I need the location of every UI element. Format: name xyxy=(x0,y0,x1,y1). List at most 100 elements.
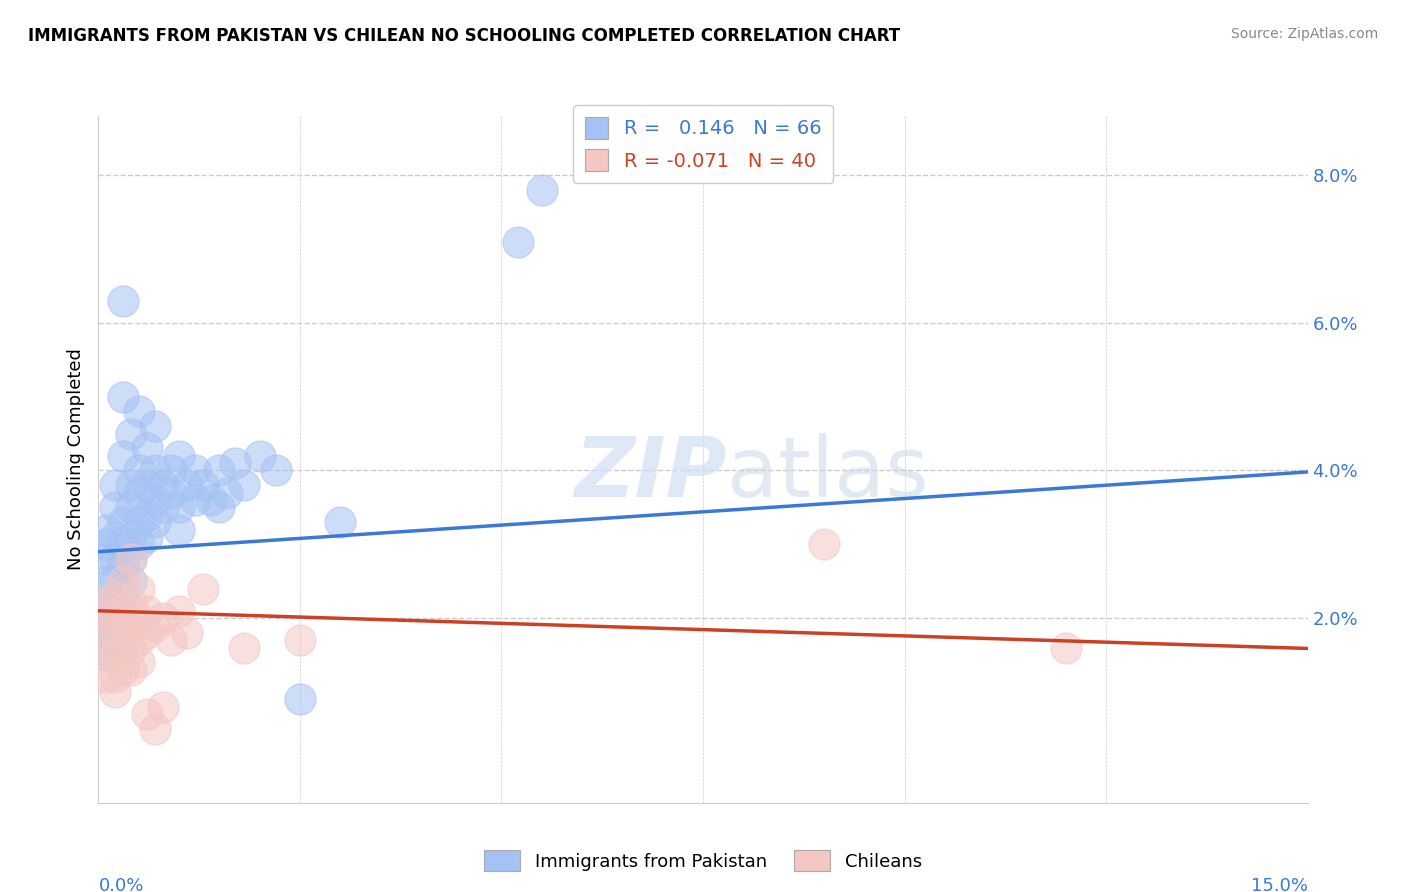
Point xyxy=(128,611,150,625)
Point xyxy=(96,523,118,537)
Point xyxy=(135,626,157,640)
Point xyxy=(103,530,125,544)
Point xyxy=(111,589,134,603)
Point xyxy=(120,640,142,655)
Point xyxy=(167,604,190,618)
Legend: Immigrants from Pakistan, Chileans: Immigrants from Pakistan, Chileans xyxy=(477,843,929,879)
Point xyxy=(96,648,118,662)
Point xyxy=(111,390,134,404)
Point xyxy=(193,582,215,596)
Point xyxy=(120,574,142,589)
Point xyxy=(135,707,157,722)
Text: 15.0%: 15.0% xyxy=(1250,877,1308,892)
Point xyxy=(152,500,174,515)
Point xyxy=(103,648,125,662)
Point xyxy=(167,500,190,515)
Point xyxy=(813,537,835,551)
Text: IMMIGRANTS FROM PAKISTAN VS CHILEAN NO SCHOOLING COMPLETED CORRELATION CHART: IMMIGRANTS FROM PAKISTAN VS CHILEAN NO S… xyxy=(28,27,900,45)
Point xyxy=(160,463,183,477)
Point xyxy=(135,442,157,456)
Point xyxy=(103,552,125,566)
Point xyxy=(224,456,246,470)
Point xyxy=(530,183,553,197)
Point xyxy=(1054,640,1077,655)
Point xyxy=(208,463,231,477)
Legend: R =   0.146   N = 66, R = -0.071   N = 40: R = 0.146 N = 66, R = -0.071 N = 40 xyxy=(574,105,832,183)
Point xyxy=(111,515,134,529)
Point xyxy=(96,596,118,610)
Point xyxy=(143,722,166,736)
Point xyxy=(103,611,125,625)
Point xyxy=(135,530,157,544)
Point xyxy=(120,500,142,515)
Point xyxy=(111,559,134,574)
Point xyxy=(128,485,150,500)
Point xyxy=(111,293,134,308)
Y-axis label: No Schooling Completed: No Schooling Completed xyxy=(66,349,84,570)
Point xyxy=(167,523,190,537)
Point xyxy=(232,478,254,492)
Point xyxy=(96,626,118,640)
Point xyxy=(232,640,254,655)
Point xyxy=(152,611,174,625)
Point xyxy=(184,463,207,477)
Point xyxy=(143,515,166,529)
Point xyxy=(135,508,157,522)
Point xyxy=(96,626,118,640)
Point xyxy=(103,478,125,492)
Point xyxy=(96,596,118,610)
Point xyxy=(111,663,134,677)
Point xyxy=(120,426,142,441)
Point xyxy=(120,552,142,566)
Point xyxy=(128,537,150,551)
Point xyxy=(176,626,198,640)
Point xyxy=(152,699,174,714)
Point xyxy=(120,478,142,492)
Point xyxy=(176,478,198,492)
Point xyxy=(128,633,150,648)
Point xyxy=(160,485,183,500)
Point xyxy=(111,640,134,655)
Point xyxy=(96,611,118,625)
Point xyxy=(200,493,222,508)
Point xyxy=(103,574,125,589)
Point xyxy=(103,618,125,632)
Point xyxy=(111,626,134,640)
Point xyxy=(111,604,134,618)
Point xyxy=(96,670,118,684)
Point xyxy=(143,618,166,632)
Point xyxy=(111,537,134,551)
Point xyxy=(120,552,142,566)
Point xyxy=(167,449,190,463)
Point xyxy=(111,449,134,463)
Point xyxy=(135,478,157,492)
Point xyxy=(96,552,118,566)
Point xyxy=(103,589,125,603)
Point xyxy=(103,633,125,648)
Point xyxy=(103,500,125,515)
Point xyxy=(96,537,118,551)
Text: atlas: atlas xyxy=(727,433,929,514)
Point xyxy=(184,493,207,508)
Point xyxy=(152,478,174,492)
Point xyxy=(506,235,529,249)
Point xyxy=(128,463,150,477)
Point xyxy=(111,611,134,625)
Point xyxy=(264,463,287,477)
Point xyxy=(103,670,125,684)
Point xyxy=(120,596,142,610)
Point xyxy=(208,500,231,515)
Text: Source: ZipAtlas.com: Source: ZipAtlas.com xyxy=(1230,27,1378,41)
Point xyxy=(135,604,157,618)
Point xyxy=(111,574,134,589)
Point xyxy=(120,530,142,544)
Point xyxy=(128,404,150,418)
Point xyxy=(288,633,311,648)
Point xyxy=(143,493,166,508)
Point xyxy=(329,515,352,529)
Text: ZIP: ZIP xyxy=(575,433,727,514)
Point xyxy=(143,463,166,477)
Point xyxy=(193,478,215,492)
Point xyxy=(288,692,311,706)
Point xyxy=(103,596,125,610)
